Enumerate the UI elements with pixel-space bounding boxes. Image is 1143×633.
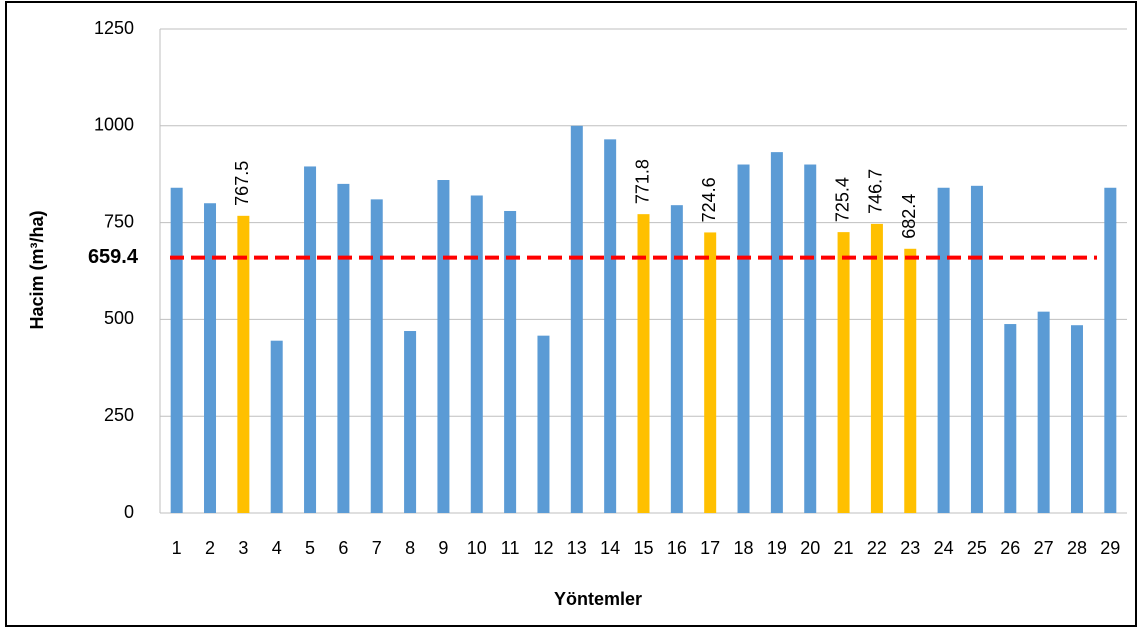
bar <box>670 205 683 513</box>
x-tick-label: 26 <box>1000 538 1020 558</box>
bar <box>704 232 717 513</box>
bar <box>537 335 550 513</box>
data-label: 725.4 <box>832 177 852 222</box>
bar <box>237 215 250 513</box>
x-tick-label: 13 <box>567 538 587 558</box>
bar <box>504 210 517 513</box>
x-tick-label: 3 <box>238 538 248 558</box>
bar <box>604 139 617 514</box>
bar <box>204 203 217 514</box>
x-tick-label: 4 <box>272 538 282 558</box>
bar <box>1037 311 1050 513</box>
x-tick-label: 23 <box>900 538 920 558</box>
x-tick-label: 2 <box>205 538 215 558</box>
x-tick-label: 15 <box>633 538 653 558</box>
x-tick-label: 29 <box>1100 538 1120 558</box>
data-label: 746.7 <box>866 169 886 214</box>
data-label: 771.8 <box>632 159 652 204</box>
bar <box>1104 187 1117 513</box>
data-label: 767.5 <box>232 161 252 206</box>
x-tick-label: 9 <box>438 538 448 558</box>
bar <box>970 185 983 514</box>
y-tick-label: 0 <box>124 502 134 522</box>
bar <box>937 187 950 513</box>
y-tick-label: 1250 <box>94 18 134 38</box>
y-tick-label: 500 <box>104 308 134 328</box>
x-tick-label: 14 <box>600 538 620 558</box>
bar <box>737 164 750 513</box>
bar <box>470 195 483 513</box>
x-tick-label: 7 <box>372 538 382 558</box>
x-tick-label: 8 <box>405 538 415 558</box>
x-tick-label: 20 <box>800 538 820 558</box>
x-tick-label: 11 <box>501 538 520 558</box>
x-tick-label: 28 <box>1067 538 1087 558</box>
y-tick-label: 1000 <box>94 115 134 135</box>
bar <box>804 164 817 513</box>
bar <box>637 214 650 513</box>
x-tick-label: 19 <box>767 538 787 558</box>
x-tick-label: 18 <box>734 538 754 558</box>
bar <box>304 166 317 513</box>
x-tick-label: 16 <box>667 538 687 558</box>
y-tick-label: 250 <box>104 405 134 425</box>
x-tick-label: 21 <box>834 538 854 558</box>
data-label: 682.4 <box>899 194 919 239</box>
bar <box>437 180 450 513</box>
bar <box>1004 324 1017 513</box>
bar <box>870 223 883 514</box>
data-label: 724.6 <box>699 177 719 222</box>
bar <box>570 125 583 514</box>
x-tick-label: 1 <box>172 538 182 558</box>
x-tick-label: 22 <box>867 538 887 558</box>
x-tick-label: 24 <box>934 538 954 558</box>
x-tick-label: 6 <box>338 538 348 558</box>
x-tick-label: 27 <box>1034 538 1054 558</box>
bar <box>337 183 350 513</box>
x-tick-label: 10 <box>467 538 487 558</box>
bar <box>837 232 850 513</box>
x-axis-label: Yöntemler <box>554 589 642 609</box>
x-tick-label: 12 <box>533 538 553 558</box>
bar <box>904 248 917 513</box>
bar <box>270 340 283 513</box>
y-tick-label: 750 <box>104 211 134 231</box>
x-tick-label: 25 <box>967 538 987 558</box>
x-tick-label: 17 <box>700 538 720 558</box>
bar <box>170 187 183 513</box>
x-tick-label: 5 <box>305 538 315 558</box>
bar <box>404 331 417 513</box>
bar <box>370 199 383 514</box>
bar <box>1070 325 1083 513</box>
y-axis-label: Hacim (m³/ha) <box>27 210 47 329</box>
bar <box>770 152 783 514</box>
reference-label: 659.4 <box>88 246 139 268</box>
